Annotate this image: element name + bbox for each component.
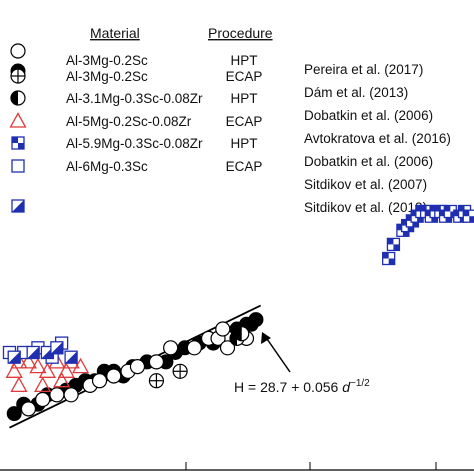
legend-marker	[10, 90, 26, 106]
data-point	[35, 391, 51, 408]
data-point	[5, 362, 23, 378]
data-point	[20, 401, 37, 417]
series-crossed-circle	[148, 363, 188, 389]
data-point	[19, 353, 38, 369]
data-point	[53, 371, 71, 388]
legend-material: Al-6Mg-0.3Sc	[66, 159, 148, 174]
data-point	[7, 350, 21, 364]
legend-procedure: ECAP	[226, 114, 263, 129]
data-point	[386, 237, 401, 252]
legend-row: Al-6Mg-0.3Sc ECAP Sitdikov et al. (2007)	[11, 159, 427, 192]
data-point	[57, 362, 75, 378]
equation-exponent: −1/2	[350, 378, 370, 389]
legend-marker	[10, 68, 26, 84]
legend-material: Al-3Mg-0.2Sc	[66, 69, 148, 84]
data-points	[2, 204, 474, 422]
data-point	[106, 368, 122, 384]
data-point	[382, 251, 396, 266]
legend-reference: Sitdikov et al. (2013)	[304, 200, 427, 215]
series-open-circle	[20, 321, 255, 417]
legend-row: Al-3Mg-0.2Sc HPT Pereira et al. (2017)	[10, 43, 423, 79]
legend-material: Al-5.9Mg-0.3Sc-0.08Zr	[66, 136, 203, 151]
legend-reference: Avtokratova et al. (2016)	[304, 131, 451, 146]
legend-reference: Pereira et al. (2017)	[304, 62, 423, 77]
data-point	[234, 326, 250, 342]
legend-reference: Dobatkin et al. (2006)	[304, 108, 433, 123]
data-point	[129, 359, 146, 375]
data-point	[64, 350, 78, 364]
data-point	[6, 406, 22, 422]
legend-procedure: HPT	[231, 91, 258, 106]
series-checker-square	[382, 204, 474, 266]
data-point	[63, 387, 79, 403]
data-point	[34, 376, 52, 393]
data-point	[38, 362, 57, 378]
legend-reference: Sitdikov et al. (2007)	[304, 177, 427, 192]
data-point	[29, 357, 47, 374]
data-point	[148, 354, 165, 370]
equation-text: H = 28.7 + 0.056 d−1/2	[234, 378, 370, 395]
data-point	[248, 312, 264, 328]
legend-material: Al-3.1Mg-0.3Sc-0.08Zr	[66, 91, 203, 106]
data-point	[71, 357, 90, 374]
legend-marker	[11, 199, 25, 213]
legend-row: Sitdikov et al. (2013)	[11, 199, 427, 215]
legend-reference: Dobatkin et al. (2006)	[304, 154, 433, 169]
legend-procedure: ECAP	[226, 159, 263, 174]
equation-variable: d	[342, 379, 351, 395]
legend-marker	[10, 43, 26, 59]
annotation-arrow-line	[264, 335, 291, 373]
annotation-arrow-head	[261, 332, 271, 344]
legend-reference: Dám et al. (2013)	[304, 85, 408, 100]
legend-procedure: HPT	[231, 53, 258, 68]
legend-row: Al-5.9Mg-0.3Sc-0.08Zr HPT Dobatkin et al. …	[11, 136, 433, 169]
data-point	[50, 341, 64, 355]
data-point	[26, 345, 40, 360]
data-point	[215, 321, 231, 337]
data-point	[186, 340, 202, 356]
legend-row: Al-5Mg-0.2Sc-0.08Zr ECAP Avtokratova et al…	[9, 112, 451, 146]
legend-marker	[11, 136, 25, 150]
legend-marker	[11, 159, 25, 173]
legend-header-material: Material	[90, 25, 140, 41]
data-point	[163, 340, 179, 356]
legend-material: Al-5Mg-0.2Sc-0.08Zr	[66, 114, 192, 129]
data-point	[91, 373, 108, 389]
legend-material: Al-3Mg-0.2Sc	[66, 53, 148, 68]
data-point	[49, 387, 65, 403]
data-point	[148, 373, 165, 389]
data-point	[462, 209, 474, 223]
plot-frame	[0, 462, 474, 471]
legend-row: Al-3Mg-0.2Sc ECAP Dám et al. (2013)	[10, 68, 408, 100]
data-point	[219, 340, 236, 356]
legend: Material Procedure Al-3Mg-0.2Sc HPT Pereir…	[9, 25, 451, 215]
legend-header-procedure: Procedure	[208, 25, 273, 41]
equation-prefix: H = 28.7 + 0.056	[234, 379, 342, 395]
data-point	[172, 363, 188, 379]
data-point	[10, 376, 28, 393]
legend-marker	[9, 112, 27, 128]
series-half-filled-circle	[229, 326, 250, 346]
legend-row: Al-3.1Mg-0.3Sc-0.08Zr HPT Dobatkin et al. …	[10, 90, 433, 123]
legend-procedure: ECAP	[226, 69, 263, 84]
legend-procedure: HPT	[231, 136, 258, 151]
equation-annotation: H = 28.7 + 0.056 d−1/2	[234, 332, 370, 395]
series-diag-square	[7, 341, 78, 364]
